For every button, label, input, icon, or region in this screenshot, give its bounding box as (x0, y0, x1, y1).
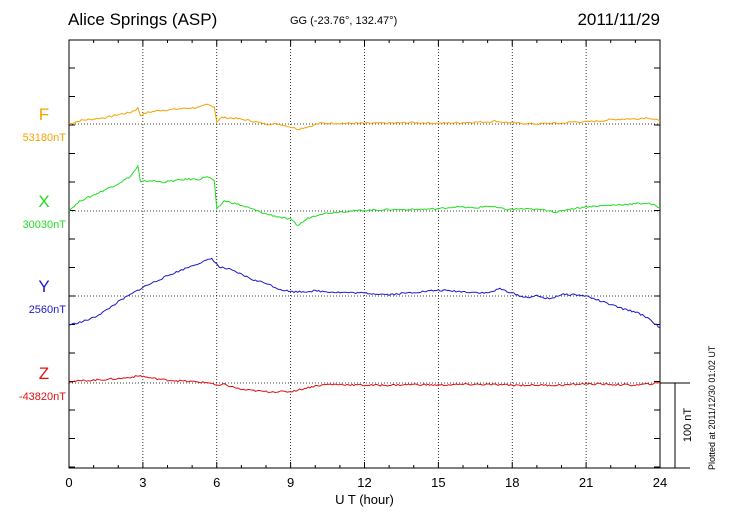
x-tick-label: 15 (431, 475, 445, 490)
plotted-timestamp: Plotted at 2011/12/30 01:02 UT (707, 345, 717, 470)
series-baseline-x: 30030nT (23, 219, 67, 231)
series-line-x (68, 164, 661, 227)
x-tick-label: 21 (579, 475, 593, 490)
series-baseline-z: -43820nT (19, 391, 66, 403)
x-tick-label: 3 (139, 475, 146, 490)
series-name-x: X (38, 192, 49, 211)
chart-date: 2011/11/29 (577, 10, 660, 29)
series-line-z (68, 375, 661, 394)
series-baseline-f: 53180nT (23, 132, 67, 144)
x-tick-label: 12 (357, 475, 371, 490)
station-title: Alice Springs (ASP) (68, 10, 218, 29)
series-line-f (68, 103, 661, 131)
station-coordinates: GG (-23.76°, 132.47°) (290, 15, 398, 27)
x-tick-label: 0 (65, 475, 72, 490)
x-tick-label: 18 (505, 475, 519, 490)
x-axis-label: U T (hour) (335, 492, 394, 507)
series-name-f: F (39, 105, 49, 124)
x-tick-label: 24 (653, 475, 667, 490)
scale-bar-label: 100 nT (682, 408, 694, 443)
x-tick-label: 6 (213, 475, 220, 490)
series-line-y (68, 257, 661, 329)
series-name-y: Y (38, 277, 49, 296)
series-name-z: Z (39, 364, 49, 383)
series-baseline-y: 2560nT (29, 304, 67, 316)
x-tick-label: 9 (287, 475, 294, 490)
